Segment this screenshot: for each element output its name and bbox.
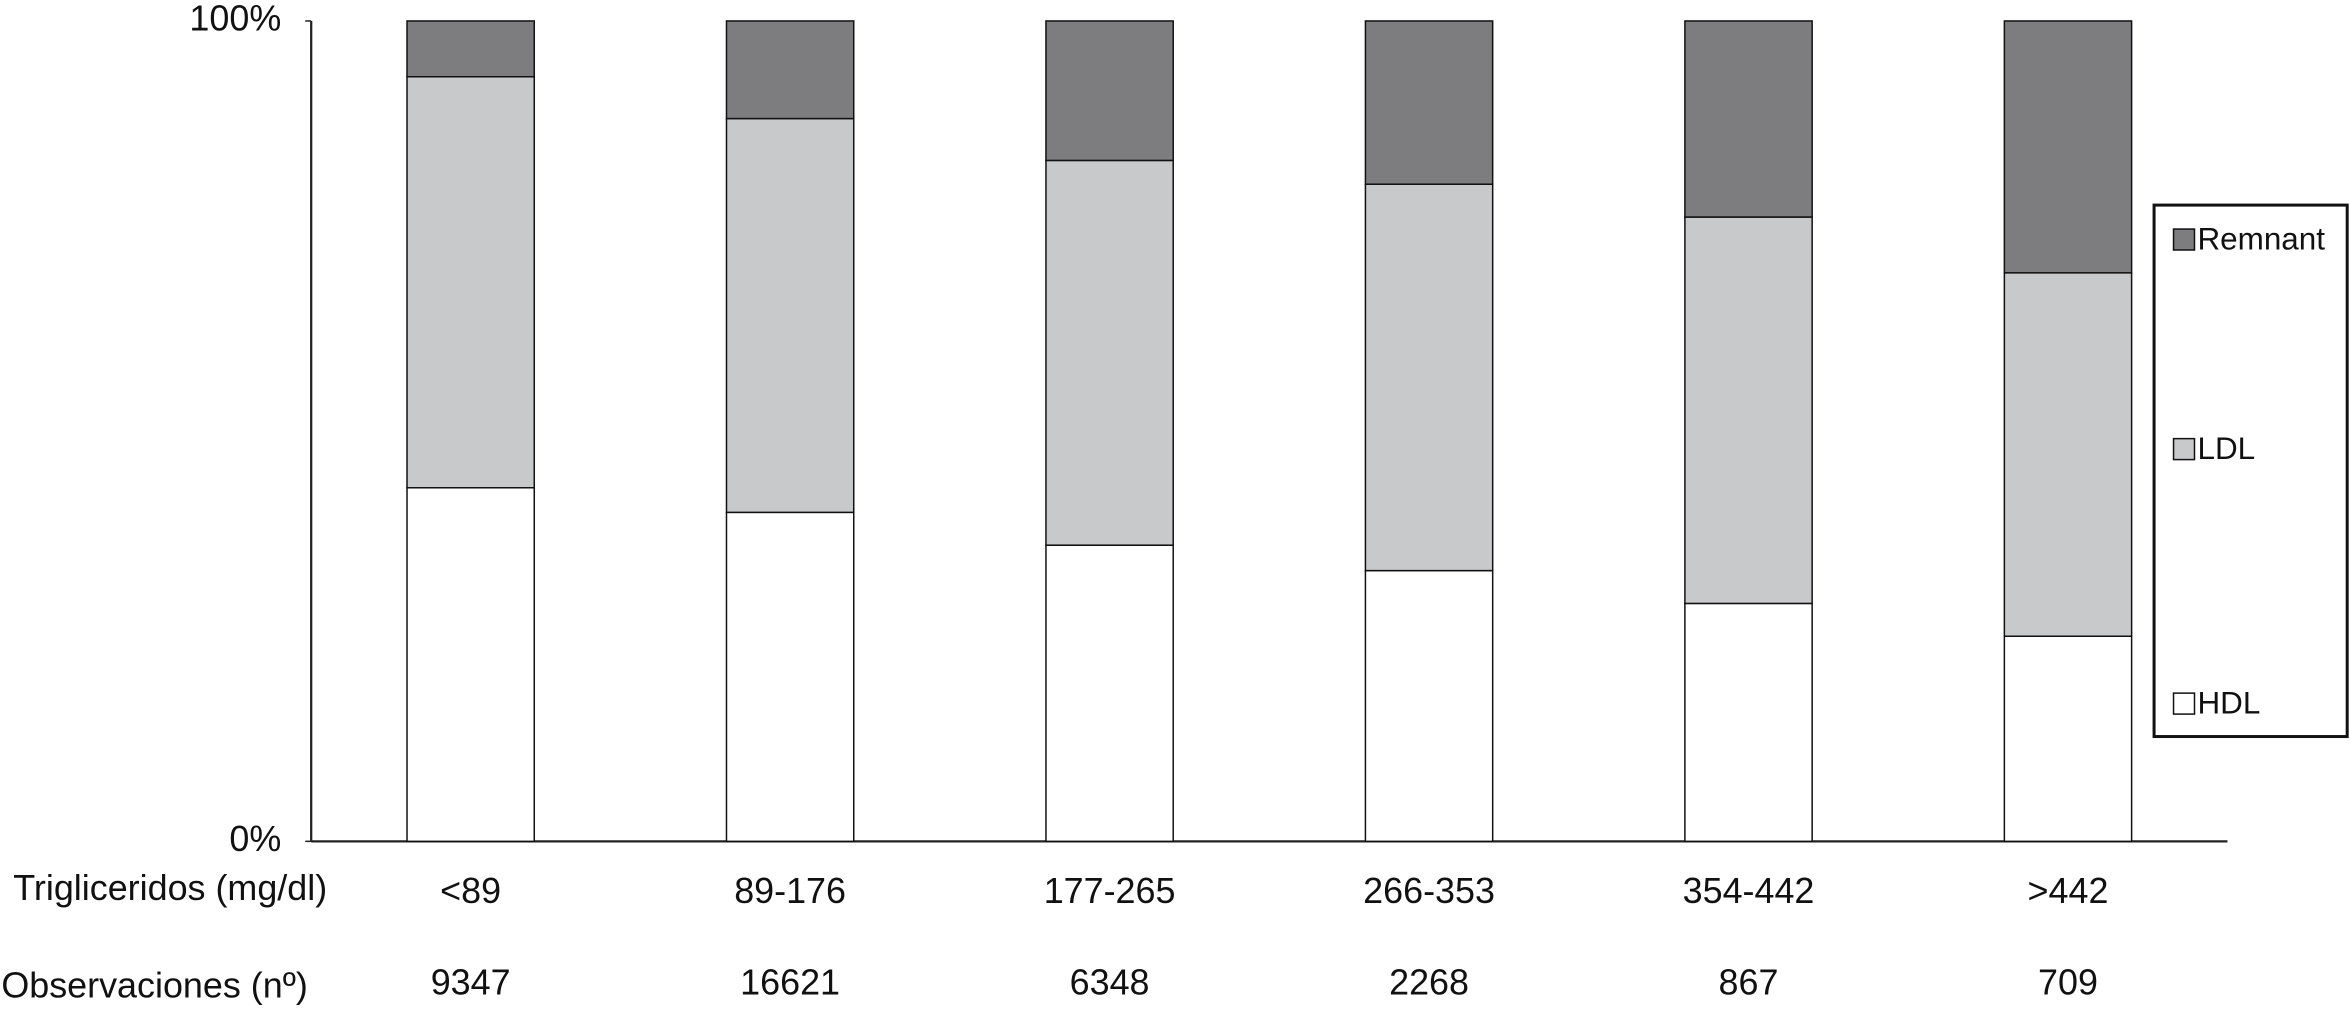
x-tick-label: 266-353	[1363, 870, 1495, 911]
x-row-label: Trigliceridos (mg/dl)	[13, 867, 327, 908]
x-tick-label: 177-265	[1044, 870, 1176, 911]
bar-segment	[1684, 602, 1813, 843]
bar-segment	[1045, 544, 1174, 843]
bar-segment	[1045, 159, 1174, 546]
legend-box	[2152, 203, 2349, 739]
bar-segment	[725, 20, 855, 120]
bar-segment	[725, 117, 855, 514]
bar-segment	[1045, 20, 1174, 162]
observation-count: 9347	[431, 962, 511, 1003]
bar-segment	[406, 75, 536, 489]
legend-label: LDL	[2197, 431, 2255, 466]
bar-segment	[2003, 20, 2133, 274]
observation-count: 2268	[1389, 962, 1469, 1003]
x-tick-label: 354-442	[1683, 870, 1815, 911]
x-tick-label: 89-176	[734, 870, 846, 911]
legend-label: Remnant	[2197, 221, 2325, 256]
legend-swatch	[2172, 228, 2196, 251]
bar-segment	[1684, 216, 1813, 605]
y-tick-label: 100%	[189, 0, 281, 38]
bar-segment	[406, 20, 536, 78]
bar-segment	[1684, 20, 1813, 218]
bar-segment	[2003, 272, 2133, 637]
legend-swatch	[2172, 437, 2196, 461]
bar-segment	[725, 511, 855, 843]
observation-count: 867	[1719, 962, 1779, 1003]
x-tick-label: >442	[2028, 870, 2109, 911]
observation-count: 709	[2038, 962, 2098, 1003]
x-tick-label: <89	[440, 870, 501, 911]
observation-count: 6348	[1070, 962, 1150, 1003]
bar-segment	[1364, 183, 1494, 572]
bar-segment	[2003, 635, 2133, 843]
bar-segment	[1364, 20, 1494, 185]
observations-label: Observaciones (nº)	[1, 965, 307, 1006]
legend-swatch	[2172, 692, 2196, 715]
y-tick-label: 0%	[229, 818, 281, 859]
legend-label: HDL	[2197, 685, 2260, 720]
bar-segment	[1364, 569, 1494, 843]
bar-segment	[406, 487, 536, 843]
observation-count: 16621	[740, 962, 840, 1003]
